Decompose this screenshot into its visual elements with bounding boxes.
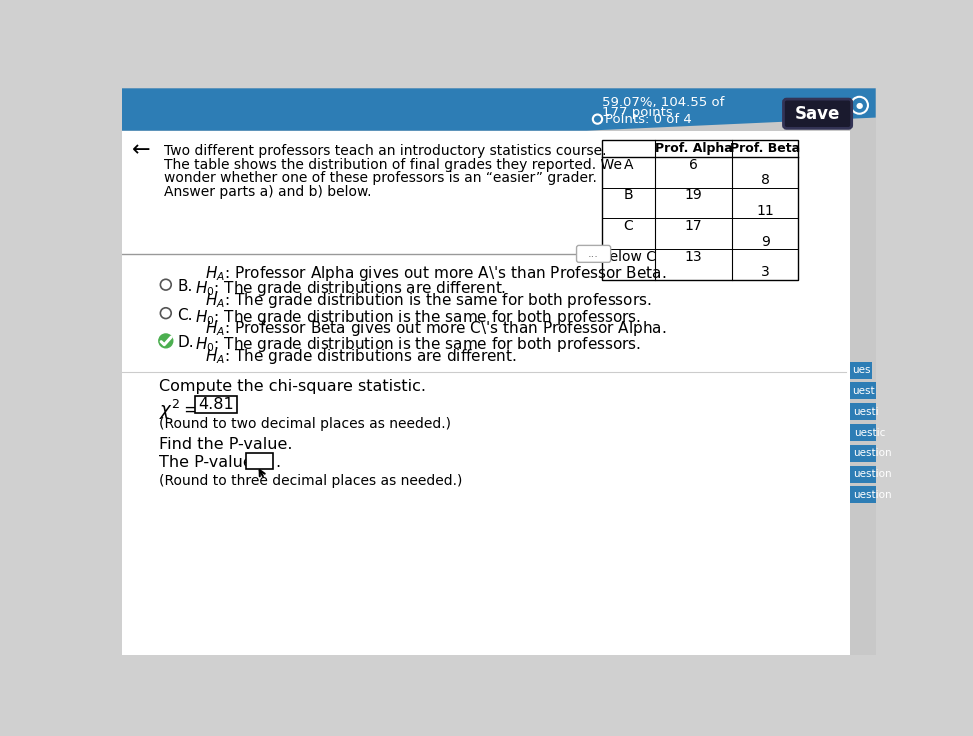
Text: Compute the chi-square statistic.: Compute the chi-square statistic. xyxy=(159,379,426,394)
FancyBboxPatch shape xyxy=(783,99,851,128)
Text: 13: 13 xyxy=(685,250,703,264)
Text: $H_A$: Professor Beta gives out more C\'s than Professor Alpha.: $H_A$: Professor Beta gives out more C\'… xyxy=(205,319,667,339)
Text: uestion: uestion xyxy=(853,448,892,459)
Text: 59.07%, 104.55 of: 59.07%, 104.55 of xyxy=(602,96,725,109)
Text: 4.81: 4.81 xyxy=(198,397,234,412)
Text: $H_A$: The grade distribution is the same for both professors.: $H_A$: The grade distribution is the sam… xyxy=(205,291,652,310)
Text: uesti: uesti xyxy=(853,407,880,417)
Text: Points: 0 of 4: Points: 0 of 4 xyxy=(605,113,692,126)
Text: B: B xyxy=(624,188,633,202)
Bar xyxy=(850,466,895,483)
Text: $H_A$: Professor Alpha gives out more A\'s than Professor Beta.: $H_A$: Professor Alpha gives out more A\… xyxy=(205,264,667,283)
Text: uest: uest xyxy=(852,386,875,396)
Text: wonder whether one of these professors is an “easier” grader.: wonder whether one of these professors i… xyxy=(164,171,597,185)
Polygon shape xyxy=(122,88,876,131)
Text: C: C xyxy=(624,219,633,233)
Text: $H_0$: The grade distributions are different.: $H_0$: The grade distributions are diffe… xyxy=(196,279,507,298)
Text: 17: 17 xyxy=(685,219,703,233)
FancyBboxPatch shape xyxy=(577,245,611,262)
Bar xyxy=(602,140,798,280)
Text: $H_0$: The grade distribution is the same for both professors.: $H_0$: The grade distribution is the sam… xyxy=(196,336,641,355)
Text: ●: ● xyxy=(856,101,863,110)
Bar xyxy=(850,403,883,420)
Text: Answer parts a) and b) below.: Answer parts a) and b) below. xyxy=(164,185,372,199)
Text: (Round to three decimal places as needed.): (Round to three decimal places as needed… xyxy=(159,474,462,488)
Text: Prof. Alpha: Prof. Alpha xyxy=(655,142,733,155)
Text: 8: 8 xyxy=(761,173,770,187)
Circle shape xyxy=(161,279,171,290)
Text: D.: D. xyxy=(177,336,194,350)
Text: The table shows the distribution of final grades they reported. We: The table shows the distribution of fina… xyxy=(164,158,623,171)
Text: $\leftarrow$: $\leftarrow$ xyxy=(126,138,151,158)
FancyBboxPatch shape xyxy=(246,453,272,470)
Text: The P-value is: The P-value is xyxy=(159,455,270,470)
Text: 177 points: 177 points xyxy=(602,106,673,119)
Text: .: . xyxy=(275,455,280,470)
Text: ues: ues xyxy=(851,365,870,375)
Text: Prof. Beta: Prof. Beta xyxy=(730,142,801,155)
Text: uestic: uestic xyxy=(854,428,885,437)
Text: ...: ... xyxy=(588,249,599,259)
Text: 3: 3 xyxy=(761,266,770,280)
FancyBboxPatch shape xyxy=(196,396,237,413)
Bar xyxy=(850,361,872,378)
Text: 19: 19 xyxy=(685,188,703,202)
Text: C.: C. xyxy=(177,308,193,323)
Text: Save: Save xyxy=(795,105,841,123)
Text: 11: 11 xyxy=(756,204,775,218)
Text: uestion: uestion xyxy=(853,490,892,500)
Bar xyxy=(850,424,889,441)
Text: B.: B. xyxy=(177,279,193,294)
Bar xyxy=(850,383,878,400)
Text: Find the P-value.: Find the P-value. xyxy=(159,437,292,452)
Text: 6: 6 xyxy=(689,158,698,171)
Text: $H_A$: The grade distributions are different.: $H_A$: The grade distributions are diffe… xyxy=(205,347,517,366)
Text: $\chi^2 = $: $\chi^2 = $ xyxy=(159,398,198,422)
Text: Below C: Below C xyxy=(600,250,657,264)
Bar xyxy=(850,486,895,503)
Text: Two different professors teach an introductory statistics course.: Two different professors teach an introd… xyxy=(164,144,607,158)
Circle shape xyxy=(161,308,171,319)
Circle shape xyxy=(159,334,173,348)
Text: (Round to two decimal places as needed.): (Round to two decimal places as needed.) xyxy=(159,417,450,431)
Text: $H_0$: The grade distribution is the same for both professors.: $H_0$: The grade distribution is the sam… xyxy=(196,308,641,327)
Bar xyxy=(850,445,895,461)
Text: 9: 9 xyxy=(761,235,770,249)
Text: uestion: uestion xyxy=(853,469,892,479)
Text: A: A xyxy=(624,158,633,171)
